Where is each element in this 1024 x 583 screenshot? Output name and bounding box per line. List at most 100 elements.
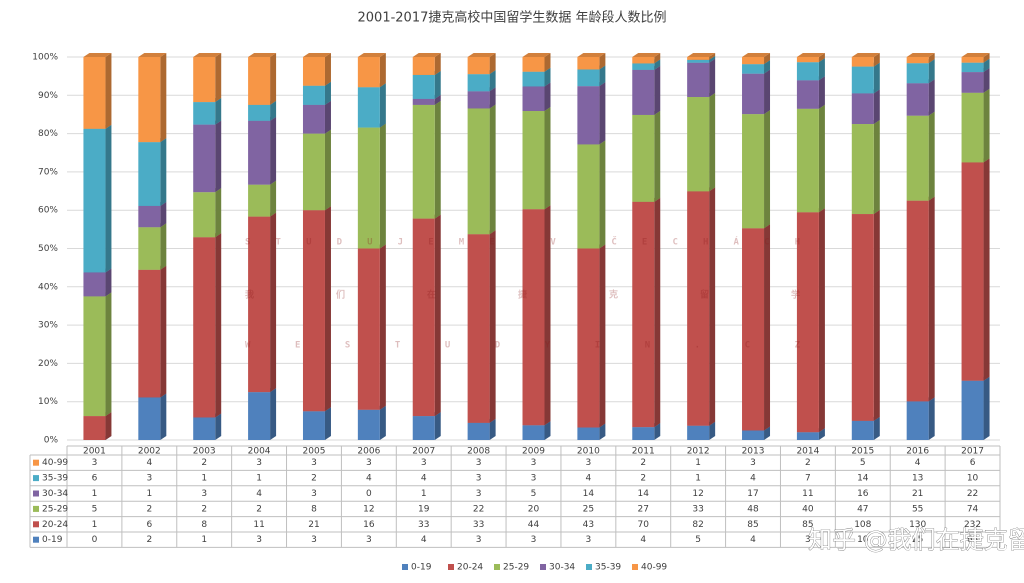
bar	[193, 124, 216, 193]
bar	[302, 85, 325, 105]
bar	[522, 86, 545, 112]
bar-side	[928, 111, 935, 201]
bar-side	[324, 407, 331, 440]
legend-swatch	[586, 564, 592, 570]
table-cell: 3	[366, 535, 372, 545]
table-cell: 6	[970, 458, 976, 468]
table-cell: 33	[418, 520, 429, 530]
bar	[248, 57, 271, 105]
table-cell: 85	[747, 520, 758, 530]
bar-side	[160, 201, 167, 228]
table-cell: 2	[256, 504, 262, 514]
bar	[302, 411, 325, 440]
y-tick-label: 90%	[38, 91, 58, 101]
bar	[302, 133, 325, 211]
bar	[412, 57, 435, 75]
bar-side	[764, 110, 771, 229]
bar-side	[489, 418, 496, 440]
bar-side	[270, 53, 277, 105]
bar-side	[324, 53, 331, 86]
bar	[577, 57, 600, 70]
bar	[687, 62, 710, 98]
bar	[522, 425, 545, 440]
table-cell: 14	[857, 474, 869, 484]
bar-top	[577, 53, 606, 57]
table-cell: 3	[476, 489, 482, 499]
bar	[302, 210, 325, 412]
bar-top	[906, 53, 935, 57]
bar-top	[357, 53, 386, 57]
bar	[742, 228, 765, 431]
bar	[906, 115, 929, 201]
bar-side	[270, 100, 277, 121]
bar	[248, 392, 271, 440]
bar-side	[818, 428, 825, 440]
table-cell: 3	[531, 458, 537, 468]
bar-side	[928, 196, 935, 402]
bar-side	[544, 53, 551, 72]
bar-side	[983, 53, 990, 63]
bar	[632, 63, 655, 70]
table-cell: 5	[92, 504, 98, 514]
table-cell: 8	[311, 504, 317, 514]
bar	[522, 209, 545, 426]
table-cell: 85	[802, 520, 813, 530]
bar-side	[160, 265, 167, 398]
table-cell: 48	[747, 504, 759, 514]
x-tick-label: 2012	[687, 447, 710, 457]
table-cell: 3	[805, 535, 811, 545]
bar	[851, 420, 874, 440]
bar-side	[709, 421, 716, 440]
bar-side	[324, 81, 331, 105]
bar-side	[654, 59, 661, 70]
table-cell: 2	[201, 504, 207, 514]
legend-swatch	[540, 564, 546, 570]
bar-side	[434, 53, 441, 75]
bar	[687, 425, 710, 440]
bar	[248, 184, 271, 217]
watermark: 我 们 在 捷 克 留 学	[245, 289, 800, 301]
y-tick-label: 10%	[38, 397, 58, 407]
bar	[906, 63, 929, 84]
bar	[577, 248, 600, 428]
table-cell: 10	[857, 535, 869, 545]
x-tick-label: 2007	[412, 447, 435, 457]
legend-label: 35-39	[595, 563, 621, 573]
table-cell: 0	[366, 489, 372, 499]
bar	[796, 57, 819, 63]
y-tick-label: 100%	[32, 53, 58, 63]
bar	[193, 237, 216, 418]
table-cell: 4	[421, 535, 427, 545]
table-cell: 4	[146, 458, 152, 468]
bar	[467, 422, 490, 440]
table-row-label: 25-29	[42, 504, 68, 514]
x-tick-label: 2008	[467, 447, 490, 457]
bar-side	[928, 397, 935, 440]
bar-side	[160, 223, 167, 270]
bar	[742, 114, 765, 229]
table-cell: 25	[912, 535, 923, 545]
bar	[302, 57, 325, 86]
bar	[851, 57, 874, 67]
bar-side	[434, 412, 441, 440]
table-cell: 40	[802, 504, 814, 514]
bar	[687, 59, 710, 63]
table-cell: 2	[805, 458, 811, 468]
bar-side	[599, 140, 606, 249]
bar-side	[928, 53, 935, 64]
table-cell: 11	[253, 520, 264, 530]
table-cell: 22	[967, 489, 978, 499]
bar-side	[324, 100, 331, 134]
bar-side	[434, 94, 441, 105]
table-cell: 6	[92, 474, 98, 484]
bar	[412, 416, 435, 440]
bar-side	[215, 53, 222, 103]
table-cell: 1	[146, 489, 152, 499]
y-tick-label: 30%	[38, 321, 58, 331]
bar	[522, 71, 545, 87]
bar	[796, 432, 819, 440]
legend-swatch	[33, 490, 39, 497]
bar	[522, 57, 545, 72]
bar	[961, 57, 984, 63]
table-cell: 22	[473, 504, 484, 514]
